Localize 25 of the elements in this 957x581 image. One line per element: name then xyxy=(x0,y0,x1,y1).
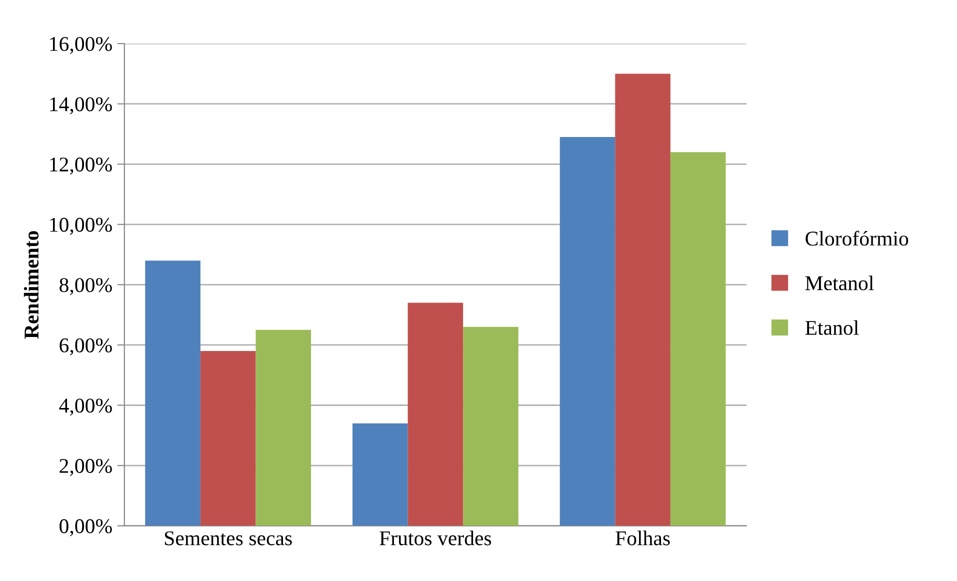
y-tick-label: 6,00% xyxy=(60,338,112,356)
bar xyxy=(352,423,408,526)
bar xyxy=(408,302,464,526)
legend-label: Clorofórmio xyxy=(806,230,908,246)
y-tick-label: 10,00% xyxy=(50,218,112,235)
y-tick-label: 4,00% xyxy=(59,398,112,416)
y-tick-label: 8,00% xyxy=(60,278,112,296)
x-tick-label: Frutos verdes xyxy=(380,530,492,546)
y-tick-label: 16,00% xyxy=(50,36,112,54)
y-tick-label: 14,00% xyxy=(50,97,112,114)
y-tick-label: 12,00% xyxy=(50,158,112,175)
y-axis-title: Rendimento xyxy=(24,231,39,339)
legend-label: Etanol xyxy=(805,320,859,335)
bar xyxy=(200,350,256,526)
bar xyxy=(145,260,200,526)
bar xyxy=(463,326,518,526)
bar xyxy=(615,74,670,526)
y-tick-label: 2,00% xyxy=(60,458,112,476)
x-tick-label: Sementes secas xyxy=(164,531,292,546)
x-tick-label: Folhas xyxy=(616,530,670,546)
bar xyxy=(256,330,312,526)
bar xyxy=(560,137,616,526)
y-tick-label: 0,00% xyxy=(60,519,112,536)
legend-label: Metanol xyxy=(805,276,874,290)
bar xyxy=(670,152,726,526)
